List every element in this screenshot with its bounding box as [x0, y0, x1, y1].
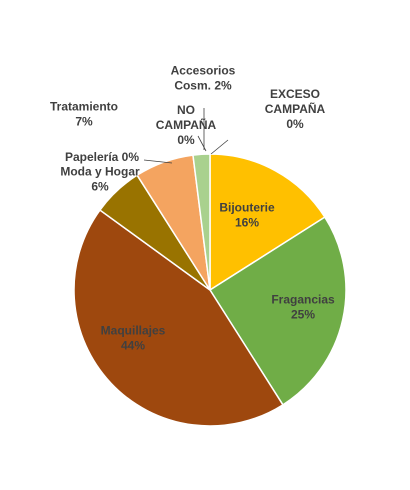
slice-label-exceso-campa-a: EXCESO CAMPAÑA 0%: [265, 87, 326, 131]
slice-label-papeler-a: Papelería 0%: [65, 150, 139, 164]
slice-label-line: 16%: [235, 216, 259, 230]
slice-label-no-campa-a: NO CAMPAÑA 0%: [156, 103, 217, 147]
slice-label-line: Maquillajes: [101, 324, 166, 338]
slice-label-line: Moda y Hogar: [60, 165, 140, 179]
slice-label-accesorios-cosm: Accesorios Cosm. 2%: [171, 64, 236, 93]
slice-label-line: Accesorios: [171, 64, 236, 78]
slice-label-line: Bijouterie: [219, 201, 275, 215]
slice-label-line: Fragancias: [271, 293, 335, 307]
slice-label-line: Papelería 0%: [65, 150, 139, 164]
slice-label-line: 6%: [91, 180, 109, 194]
slice-label-line: 44%: [121, 339, 145, 353]
leader-line-no-campa-a: [198, 136, 206, 151]
slice-label-line: NO: [177, 103, 195, 117]
pie-slices: [74, 154, 346, 426]
slice-label-line: Cosm. 2%: [174, 79, 232, 93]
slice-label-line: CAMPAÑA: [156, 117, 217, 132]
leader-line-exceso-campa-a: [211, 140, 228, 154]
slice-label-tratamiento: Tratamiento 7%: [50, 100, 118, 129]
slice-label-line: 7%: [75, 115, 93, 129]
slice-label-line: EXCESO: [270, 87, 320, 101]
slice-label-line: 0%: [177, 133, 195, 147]
slice-label-line: 25%: [291, 308, 315, 322]
slice-label-line: CAMPAÑA: [265, 101, 326, 116]
slice-label-line: 0%: [286, 117, 304, 131]
slice-label-line: Tratamiento: [50, 100, 118, 114]
